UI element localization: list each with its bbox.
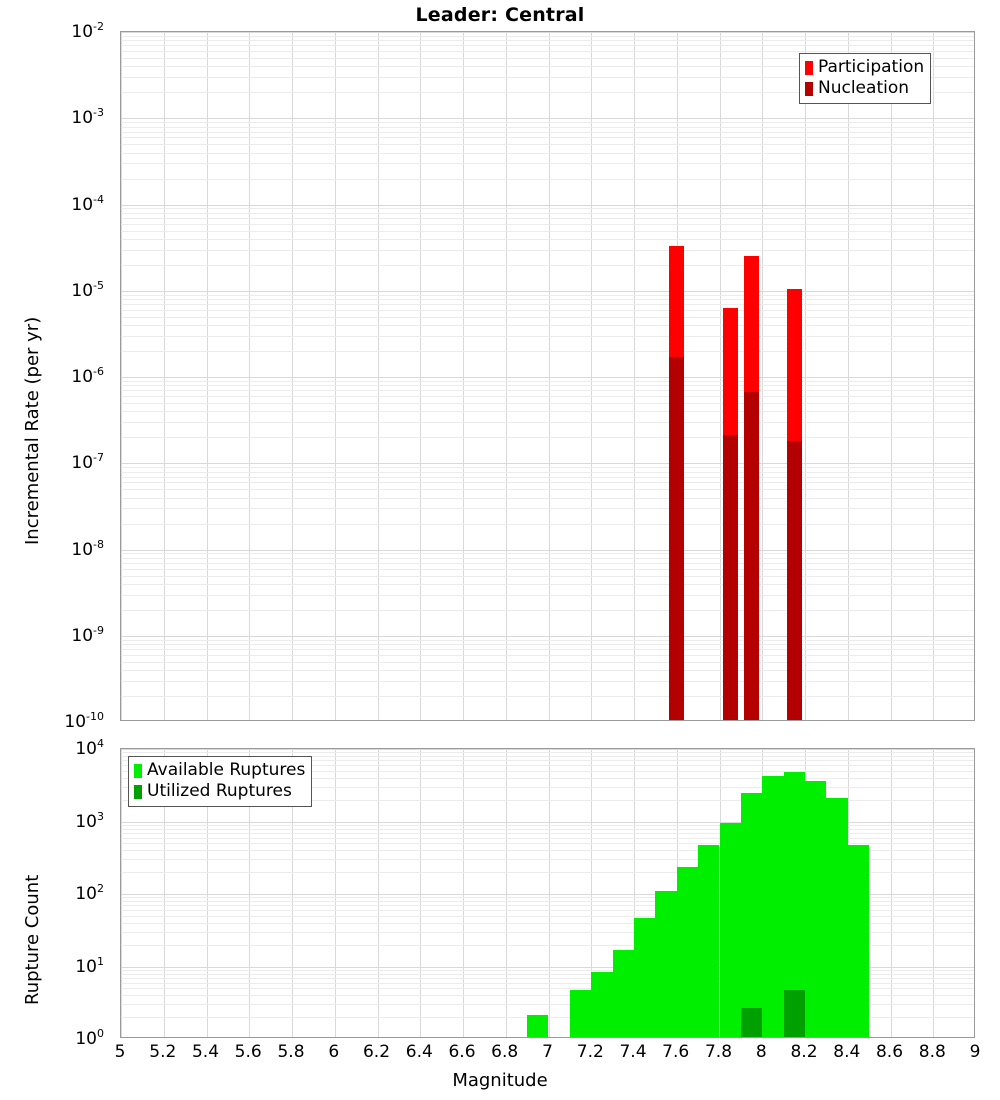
x-tick-label: 6.6 xyxy=(448,1042,476,1062)
legend-item: Participation xyxy=(805,57,924,78)
y-tick-label: 10-7 xyxy=(71,451,104,474)
x-tick-label: 5.8 xyxy=(277,1042,305,1062)
x-axis-label: Magnitude xyxy=(452,1070,548,1091)
y-tick-label: 10-4 xyxy=(71,192,104,215)
y-tick-label: 103 xyxy=(75,809,104,832)
x-tick-label: 7.2 xyxy=(576,1042,604,1062)
bar-available-ruptures xyxy=(783,771,805,1037)
bar-nucleation xyxy=(722,435,738,720)
bar-available-ruptures xyxy=(634,917,656,1037)
bar-available-ruptures xyxy=(719,822,741,1037)
bar-available-ruptures xyxy=(655,890,677,1037)
page-title: Leader: Central xyxy=(415,4,585,26)
x-tick-label: 5.6 xyxy=(234,1042,262,1062)
bar-available-ruptures xyxy=(612,949,634,1037)
y-tick-label: 10-3 xyxy=(71,106,104,129)
legend-swatch-icon xyxy=(134,784,142,799)
y-tick-label: 10-8 xyxy=(71,537,104,560)
y-axis-label-top: Incremental Rate (per yr) xyxy=(22,316,43,545)
x-tick-label: 8.8 xyxy=(918,1042,946,1062)
y-tick-label: 100 xyxy=(75,1027,104,1049)
x-tick-label: 8 xyxy=(755,1042,767,1062)
legend-item: Nucleation xyxy=(805,78,924,99)
bar-utilized-ruptures xyxy=(783,989,805,1037)
legend-label: Participation xyxy=(818,57,925,77)
y-tick-label: 102 xyxy=(75,882,104,904)
legend-item: Utilized Ruptures xyxy=(134,781,305,802)
x-tick-label: 5.2 xyxy=(149,1042,177,1062)
y-tick-label: 10-6 xyxy=(71,365,104,387)
bar-nucleation xyxy=(786,441,802,720)
bars-bottom xyxy=(121,749,974,1037)
bar-nucleation xyxy=(744,392,760,720)
legend-item: Available Ruptures xyxy=(134,760,305,781)
x-tick-label: 6 xyxy=(328,1042,340,1062)
bar-utilized-ruptures xyxy=(740,1008,763,1037)
x-tick-label: 7.6 xyxy=(662,1042,690,1062)
legend-bottom: Available Ruptures Utilized Ruptures xyxy=(128,756,313,807)
legend-swatch-icon xyxy=(805,81,813,96)
bar-available-ruptures xyxy=(826,797,848,1037)
x-tick-label: 8.6 xyxy=(875,1042,904,1062)
x-tick-label: 5 xyxy=(114,1042,126,1062)
bar-nucleation xyxy=(669,357,685,720)
x-tick-label: 7.8 xyxy=(704,1042,733,1062)
x-tick-label: 6.4 xyxy=(405,1042,433,1062)
bar-available-ruptures xyxy=(762,775,784,1037)
bar-available-ruptures xyxy=(740,793,763,1037)
x-tick-label: 6.8 xyxy=(491,1042,519,1062)
x-tick-label: 8.2 xyxy=(790,1042,818,1062)
x-tick-label: 5.4 xyxy=(191,1042,220,1062)
legend-top: Participation Nucleation xyxy=(799,53,932,104)
y-tick-label: 101 xyxy=(75,954,104,977)
panel-incremental-rate xyxy=(120,31,975,721)
x-tick-label: 7 xyxy=(542,1042,553,1062)
legend-swatch-icon xyxy=(134,763,142,778)
bars-top xyxy=(121,32,974,720)
y-tick-label: 104 xyxy=(75,737,104,759)
bar-available-ruptures xyxy=(847,845,870,1037)
x-tick-label: 6.2 xyxy=(362,1042,391,1062)
y-tick-label: 10-10 xyxy=(64,710,104,732)
bar-available-ruptures xyxy=(698,844,720,1037)
x-tick-label: 7.4 xyxy=(619,1042,647,1062)
bar-available-ruptures xyxy=(805,781,827,1037)
legend-label: Utilized Ruptures xyxy=(147,781,292,801)
bar-available-ruptures xyxy=(527,1015,549,1037)
legend-label: Available Ruptures xyxy=(147,760,306,780)
bar-available-ruptures xyxy=(676,866,699,1037)
x-tick-label: 8.4 xyxy=(833,1042,861,1062)
legend-label: Nucleation xyxy=(818,78,910,98)
y-axis-label-bottom: Rupture Count xyxy=(22,874,43,1005)
legend-swatch-icon xyxy=(805,60,813,75)
x-tick-label: 9 xyxy=(969,1042,981,1062)
bar-available-ruptures xyxy=(569,989,592,1037)
y-tick-label: 10-5 xyxy=(71,278,104,301)
y-tick-label: 10-9 xyxy=(71,623,104,646)
y-tick-label: 10-2 xyxy=(71,20,104,42)
bar-available-ruptures xyxy=(591,971,613,1037)
